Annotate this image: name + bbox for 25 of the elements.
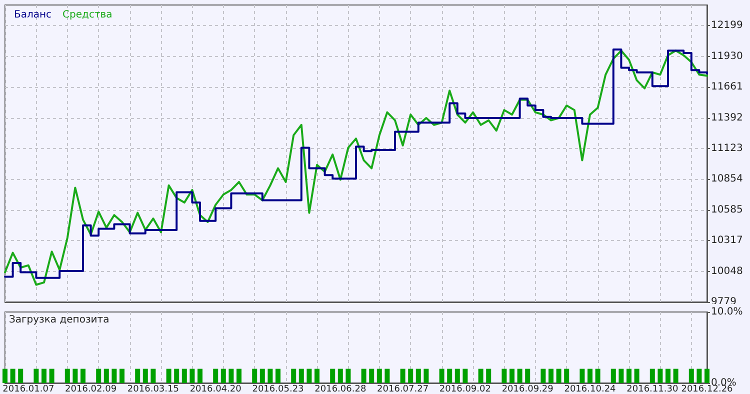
y-tick-label: 12199 — [711, 20, 743, 32]
x-tick-label: 2016.11.30 — [626, 384, 678, 394]
x-tick-label: 2016.04.20 — [190, 384, 242, 394]
y-tick-label: 10585 — [711, 204, 743, 216]
x-tick-label: 2016.09.29 — [502, 384, 554, 394]
text: Баланс — [14, 10, 52, 20]
y-tick-label: 11661 — [711, 82, 743, 93]
x-tick-label: 2016.02.09 — [65, 384, 117, 394]
y-tick-label: 11392 — [711, 112, 743, 124]
y-tick-label: 10317 — [711, 235, 743, 246]
x-tick-label: 2016.03.15 — [127, 384, 179, 394]
text: Средства — [62, 10, 112, 20]
x-tick-label: 2016.07.27 — [377, 384, 429, 394]
x-tick-label: 2016.05.23 — [252, 384, 304, 394]
y-tick-label: 10854 — [711, 174, 743, 185]
y-tick-label: 11123 — [711, 143, 743, 154]
x-tick-label: 2016.10.24 — [564, 384, 616, 394]
y-tick-label: 11930 — [711, 50, 743, 62]
x-tick-label: 2016.09.02 — [439, 384, 491, 394]
chart-title: Загрузка депозита — [9, 314, 110, 326]
x-tick-label: 2016.12.26 — [681, 384, 734, 394]
y-tick-label: 10048 — [711, 266, 743, 277]
y-tick-label: 10.0% — [711, 306, 743, 318]
x-tick-label: 2016.01.07 — [2, 384, 54, 394]
x-tick-label: 2016.06.28 — [314, 384, 366, 394]
